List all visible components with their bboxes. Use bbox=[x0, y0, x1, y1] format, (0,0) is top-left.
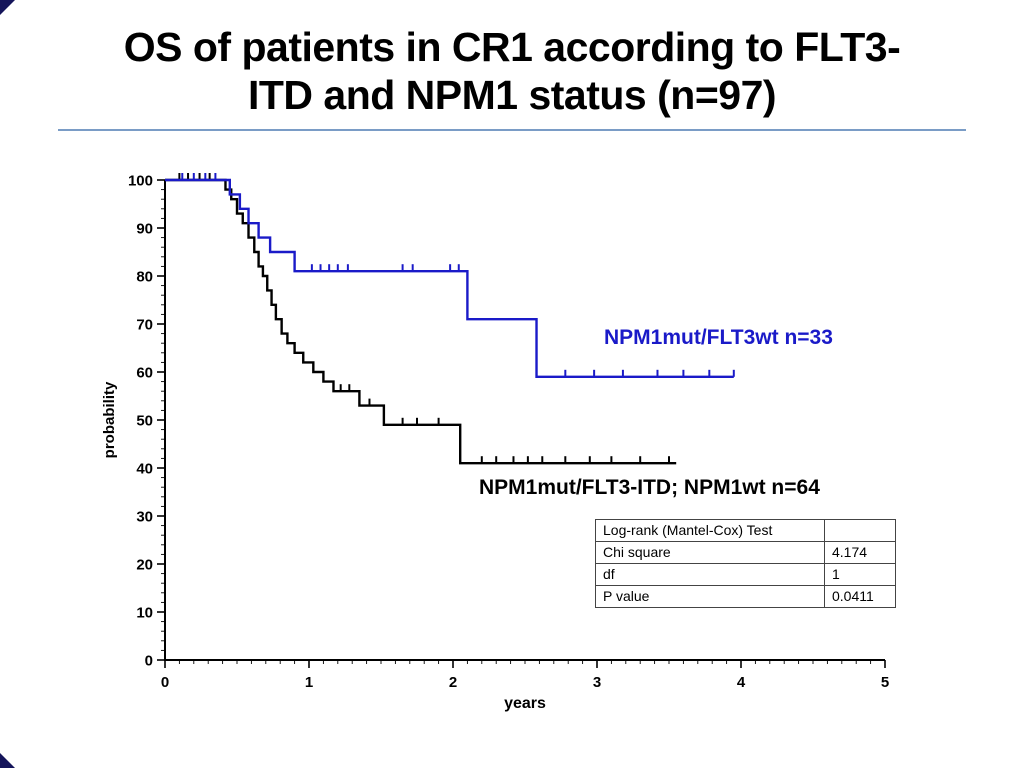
svg-text:1: 1 bbox=[305, 674, 313, 691]
svg-text:5: 5 bbox=[881, 674, 889, 691]
km-curve-npm1mut-flt3-itd-npm1wt-n-64 bbox=[165, 173, 677, 465]
x-axis: 0 1 2 3 4 5 bbox=[161, 660, 889, 691]
svg-text:90: 90 bbox=[136, 220, 153, 237]
corner-decoration-top-left bbox=[0, 0, 15, 15]
svg-text:4: 4 bbox=[737, 674, 746, 691]
page-title: OS of patients in CR1 according to FLT3-… bbox=[0, 24, 1024, 120]
svg-text:2: 2 bbox=[449, 674, 457, 691]
title-divider bbox=[58, 129, 966, 131]
stats-test-name: Log-rank (Mantel-Cox) Test bbox=[595, 519, 825, 542]
svg-text:50: 50 bbox=[136, 412, 153, 429]
stats-pvalue-value: 0.0411 bbox=[824, 585, 896, 608]
svg-text:3: 3 bbox=[593, 674, 601, 691]
svg-text:0: 0 bbox=[161, 674, 169, 691]
stats-chisquare-value: 4.174 bbox=[824, 541, 896, 564]
kaplan-meier-chart: 0 1 2 3 4 50102030405060708090100probabilityy… bbox=[101, 172, 889, 712]
axis-lines bbox=[164, 180, 885, 661]
y-axis: 0 10 20 30 40 50 60 70 80 90 100 bbox=[128, 172, 165, 669]
y-axis-label: probability bbox=[101, 381, 118, 458]
svg-text:40: 40 bbox=[136, 460, 153, 477]
table-row: Chi square 4.174 bbox=[595, 541, 896, 564]
stats-df-value: 1 bbox=[824, 563, 896, 586]
svg-text:70: 70 bbox=[136, 316, 153, 333]
svg-text:100: 100 bbox=[128, 172, 153, 189]
svg-text:80: 80 bbox=[136, 268, 153, 285]
x-axis-label: years bbox=[504, 695, 546, 712]
table-row: Log-rank (Mantel-Cox) Test bbox=[595, 519, 896, 542]
svg-text:20: 20 bbox=[136, 556, 153, 573]
stats-test-value bbox=[824, 519, 896, 542]
legend-npm1mut-flt3itd-npm1wt: NPM1mut/FLT3-ITD; NPM1wt n=64 bbox=[479, 476, 820, 499]
svg-text:0: 0 bbox=[145, 652, 153, 669]
page-title-line2: ITD and NPM1 status (n=97) bbox=[247, 71, 777, 118]
km-curve-npm1mut-flt3wt-n-33 bbox=[165, 173, 735, 378]
svg-text:10: 10 bbox=[136, 604, 153, 621]
table-row: P value 0.0411 bbox=[595, 585, 896, 608]
stats-chisquare-label: Chi square bbox=[595, 541, 825, 564]
page-title-line1: OS of patients in CR1 according to FLT3- bbox=[123, 24, 901, 70]
logrank-stats-table: Log-rank (Mantel-Cox) Test Chi square 4.… bbox=[595, 519, 896, 608]
stats-pvalue-label: P value bbox=[595, 585, 825, 608]
svg-text:30: 30 bbox=[136, 508, 153, 525]
legend-npm1mut-flt3wt: NPM1mut/FLT3wt n=33 bbox=[604, 326, 833, 349]
stats-df-label: df bbox=[595, 563, 825, 586]
svg-text:60: 60 bbox=[136, 364, 153, 381]
corner-decoration-bottom-left bbox=[0, 753, 15, 768]
table-row: df 1 bbox=[595, 563, 896, 586]
